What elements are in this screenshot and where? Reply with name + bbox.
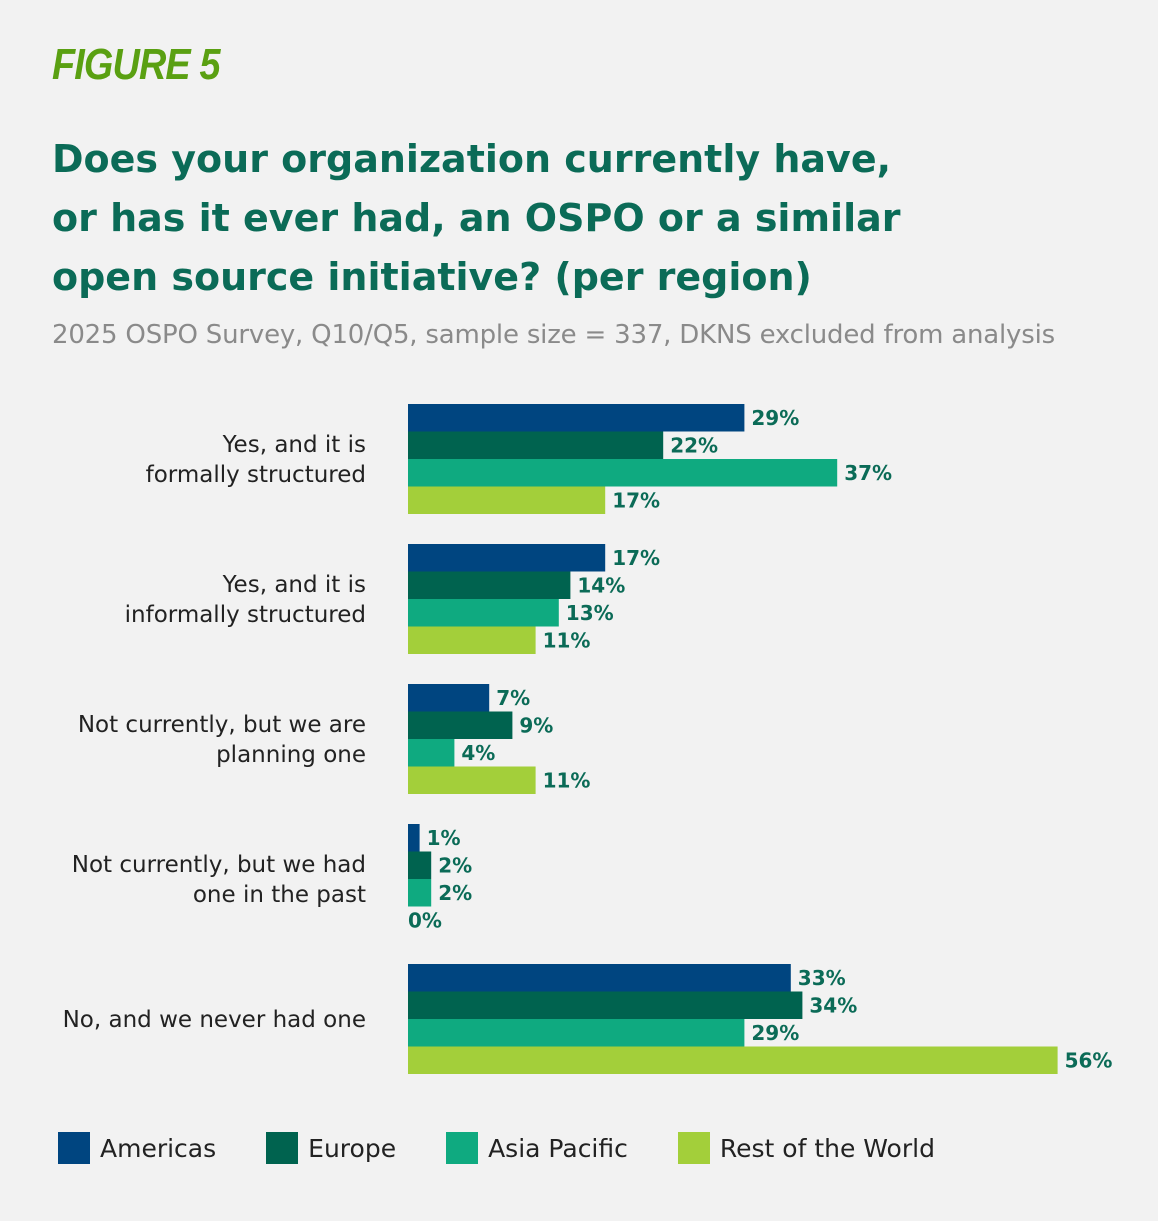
- data-label: 11%: [543, 628, 591, 652]
- bar-asia-pacific: [408, 879, 432, 907]
- data-label: 22%: [670, 433, 718, 457]
- chart-title: Does your organization currently have, o…: [52, 130, 1132, 307]
- legend-swatch-europe: [266, 1132, 299, 1164]
- bar-rest-of-the-world: [408, 626, 536, 654]
- data-label: 9%: [519, 713, 553, 737]
- data-label: 0%: [408, 908, 442, 932]
- bar-americas: [408, 684, 490, 712]
- data-label: 17%: [612, 488, 660, 512]
- bar-europe: [408, 571, 571, 599]
- category-label: No, and we never had one: [63, 1007, 366, 1033]
- chart-legend: Americas Europe Asia Pacific Rest of the…: [58, 1130, 985, 1166]
- legend-label-americas: Americas: [100, 1133, 217, 1163]
- bar-americas: [408, 824, 420, 852]
- data-label: 4%: [461, 741, 495, 765]
- legend-swatch-rest-of-world: [677, 1132, 710, 1164]
- bar-americas: [408, 404, 745, 432]
- data-label: 2%: [438, 881, 472, 905]
- data-label: 56%: [1065, 1048, 1113, 1072]
- figure-label: FIGURE 5: [52, 40, 220, 89]
- category-label: Not currently, but we had: [72, 852, 366, 878]
- legend-item-rest-of-world: Rest of the World: [677, 1132, 935, 1164]
- bar-rest-of-the-world: [408, 486, 606, 514]
- bar-europe: [408, 851, 432, 879]
- legend-item-americas: Americas: [58, 1132, 216, 1164]
- data-label: 17%: [612, 546, 660, 570]
- bar-asia-pacific: [408, 1019, 745, 1047]
- bar-europe: [408, 711, 513, 739]
- legend-label-rest-of-world: Rest of the World: [719, 1133, 935, 1163]
- legend-swatch-asia-pacific: [446, 1132, 479, 1164]
- data-label: 13%: [566, 601, 614, 625]
- bar-asia-pacific: [408, 739, 455, 767]
- data-label: 29%: [751, 1021, 799, 1045]
- legend-label-europe: Europe: [308, 1133, 397, 1163]
- data-label: 7%: [496, 686, 530, 710]
- bar-asia-pacific: [408, 599, 559, 627]
- title-line: Does your organization currently have,: [52, 137, 892, 181]
- data-label: 14%: [577, 573, 625, 597]
- data-label: 1%: [427, 826, 461, 850]
- data-label: 33%: [798, 966, 846, 990]
- legend-swatch-americas: [58, 1132, 90, 1164]
- bar-americas: [408, 544, 606, 572]
- legend-item-europe: Europe: [266, 1132, 396, 1164]
- legend-label-asia-pacific: Asia Pacific: [488, 1133, 628, 1163]
- category-label: formally structured: [146, 462, 366, 488]
- data-label: 11%: [543, 768, 591, 792]
- category-label: Not currently, but we are: [78, 712, 366, 738]
- title-line: or has it ever had, an OSPO or a similar: [52, 196, 901, 240]
- title-line: open source initiative? (per region): [52, 255, 812, 299]
- bar-americas: [408, 964, 791, 992]
- data-label: 34%: [809, 993, 857, 1017]
- bar-europe: [408, 991, 803, 1019]
- data-label: 2%: [438, 853, 472, 877]
- chart-subtitle: 2025 OSPO Survey, Q10/Q5, sample size = …: [52, 320, 1055, 350]
- bar-rest-of-the-world: [408, 766, 536, 794]
- bar-europe: [408, 431, 664, 459]
- data-label: 37%: [844, 461, 892, 485]
- category-label: Yes, and it is: [222, 572, 366, 598]
- bar-rest-of-the-world: [408, 1046, 1058, 1074]
- data-label: 29%: [751, 406, 799, 430]
- category-label: planning one: [216, 742, 366, 768]
- legend-item-asia-pacific: Asia Pacific: [446, 1132, 628, 1164]
- category-label: informally structured: [125, 602, 366, 628]
- bar-asia-pacific: [408, 459, 838, 487]
- category-label: one in the past: [193, 882, 366, 908]
- category-label: Yes, and it is: [222, 432, 366, 458]
